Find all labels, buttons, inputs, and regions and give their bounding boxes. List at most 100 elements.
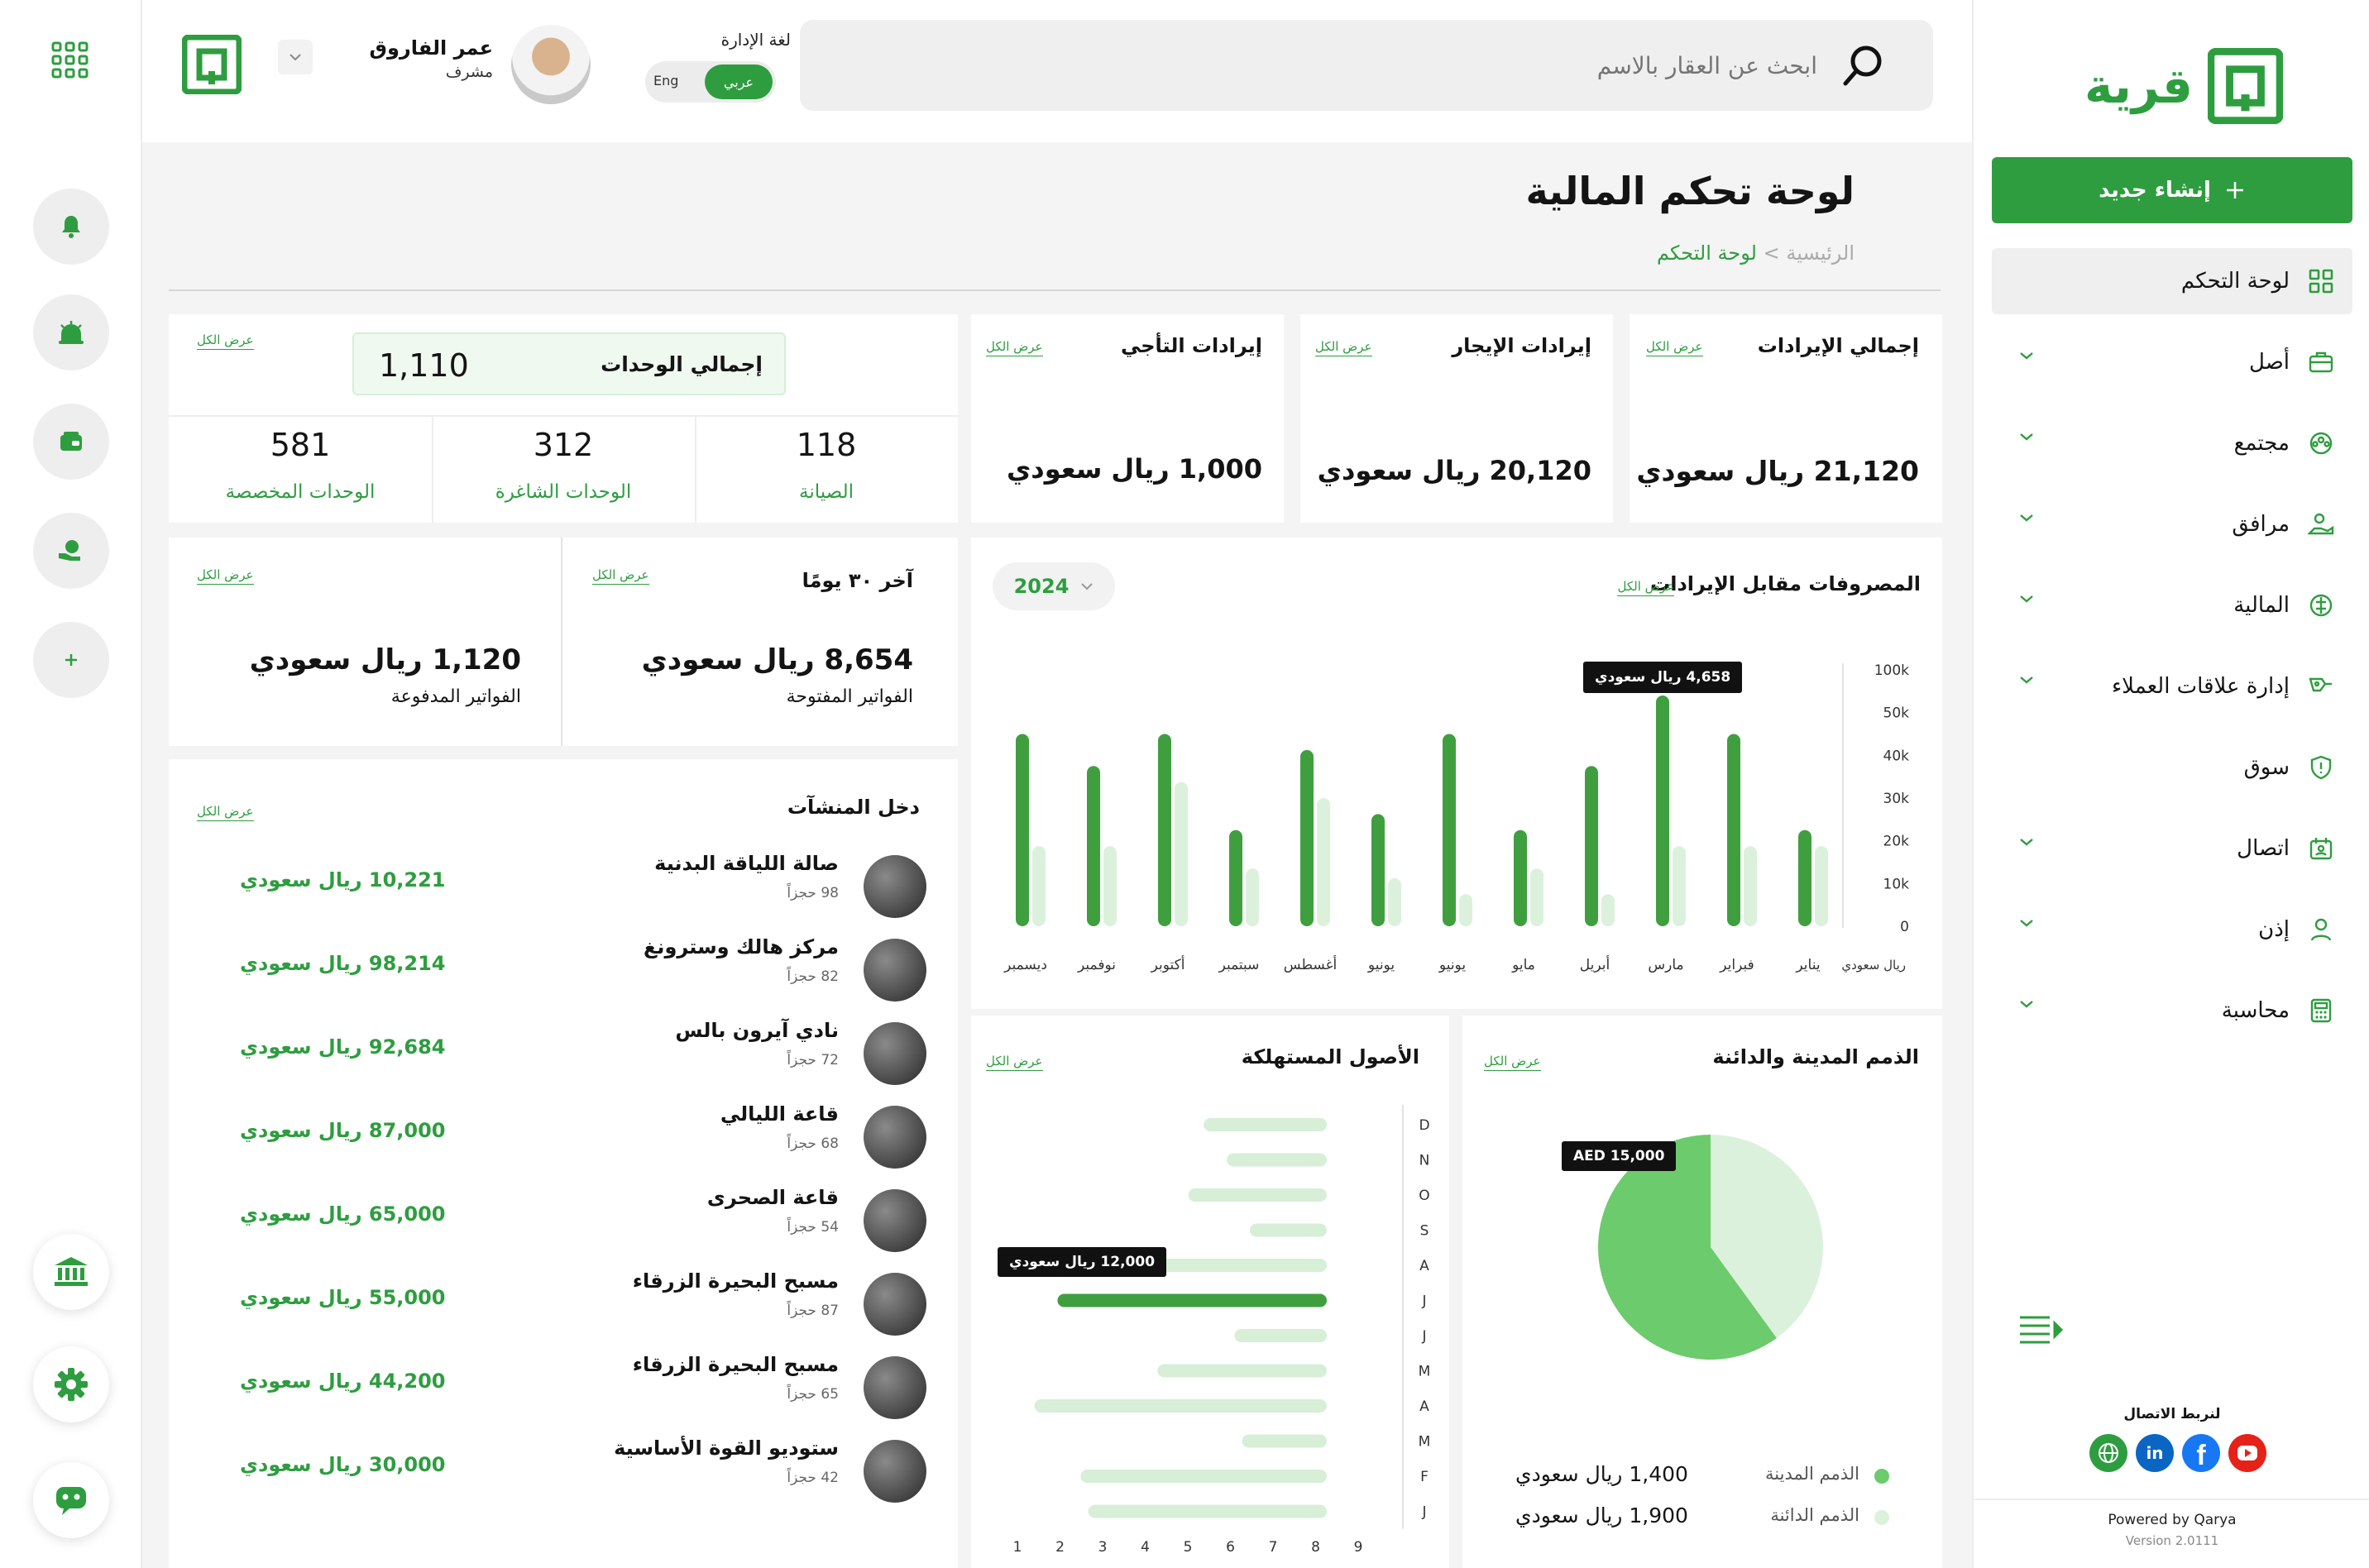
settings-gear-icon[interactable] [33, 1346, 109, 1422]
sidebar-item-market[interactable]: سوق [1992, 734, 2352, 801]
sidebar-item-permission[interactable]: إذن [1992, 896, 2352, 963]
bar-revenue[interactable] [1530, 868, 1543, 926]
bar-revenue[interactable] [1246, 868, 1259, 926]
lang-en-option[interactable]: Eng [653, 73, 679, 88]
bar-revenue[interactable] [1815, 846, 1828, 926]
facility-row[interactable]: صالة اللياقة البدنية 98 حجزاً 10,221 ريال … [169, 842, 958, 925]
asset-bar[interactable] [1227, 1153, 1327, 1167]
bar-expense[interactable] [1514, 829, 1527, 926]
asset-bar[interactable] [1088, 1504, 1327, 1518]
asset-bar[interactable] [1034, 1399, 1327, 1413]
facebook-icon[interactable]: f [2182, 1434, 2220, 1472]
user-avatar[interactable] [511, 25, 591, 104]
create-new-button[interactable]: إنشاء جديد [1992, 157, 2352, 223]
wallet-icon[interactable] [33, 404, 109, 480]
bar-revenue[interactable] [1388, 877, 1401, 926]
search-input[interactable] [1073, 45, 1817, 86]
facility-row[interactable]: مسبح البحيرة الزرقاء 87 حجزاً 55,000 ريال … [169, 1260, 958, 1342]
asset-bar[interactable] [1157, 1364, 1327, 1378]
bar-revenue[interactable] [1317, 798, 1330, 926]
facility-row[interactable]: مسبح البحيرة الزرقاء 65 حجزاً 44,200 ريال … [169, 1343, 958, 1426]
bar-expense[interactable] [1016, 734, 1029, 927]
y-tick-label: 30k [1883, 791, 1910, 807]
sidebar-item-asset[interactable]: أصل [1992, 329, 2352, 395]
alarm-icon[interactable] [33, 294, 109, 370]
asset-bar[interactable] [1188, 1188, 1327, 1202]
bar-expense[interactable] [1585, 766, 1598, 926]
view-all-link[interactable]: عرض الكل [197, 332, 254, 350]
bar-expense[interactable] [1300, 749, 1314, 926]
pie-slice[interactable] [1711, 1135, 1823, 1339]
linkedin-icon[interactable]: in [2136, 1434, 2174, 1472]
brand-logo-icon[interactable] [181, 34, 242, 98]
lang-ar-option[interactable]: عربي [705, 65, 773, 99]
facility-row[interactable]: قاعة الليالي 68 حجزاً 87,000 ريال سعودي [169, 1092, 958, 1175]
x-tick-label: أكتوبر [1151, 955, 1185, 973]
sidebar-item-finance[interactable]: المالية [1992, 572, 2352, 638]
divider [432, 415, 433, 523]
asset-bar[interactable] [1204, 1118, 1327, 1131]
facility-row[interactable]: مركز هالك وسترونغ 82 حجزاً 98,214 ريال سعو… [169, 925, 958, 1008]
year-select[interactable]: 2024 [993, 562, 1115, 610]
view-all-link[interactable]: عرض الكل [986, 339, 1043, 356]
sidebar-item-crm[interactable]: إدارة علاقات العملاء [1992, 653, 2352, 719]
money-hand-icon[interactable] [33, 513, 109, 589]
facility-row[interactable]: قاعة الصحرى 54 حجزاً 65,000 ريال سعودي [169, 1176, 958, 1259]
view-all-link[interactable]: عرض الكل [1617, 579, 1674, 596]
bank-icon[interactable] [33, 1234, 109, 1310]
facility-row[interactable]: نادي آيرون بالس 72 حجزاً 92,684 ريال سعودي [169, 1009, 958, 1092]
breadcrumb-home[interactable]: الرئيسية [1786, 241, 1855, 265]
facilities-title: دخل المنشآت [787, 796, 920, 819]
total-units-label: إجمالي الوحدات [601, 352, 763, 376]
bar-revenue[interactable] [1744, 846, 1757, 926]
left-rail [0, 0, 142, 1568]
sidebar-item-contact[interactable]: اتصال [1992, 815, 2352, 882]
bar-expense[interactable] [1229, 829, 1242, 926]
view-all-link[interactable]: عرض الكل [1646, 339, 1703, 356]
bar-expense[interactable] [1158, 734, 1171, 927]
bar-expense[interactable] [1443, 734, 1456, 927]
bar-revenue[interactable] [1459, 894, 1472, 926]
breadcrumb-current[interactable]: لوحة التحكم [1656, 241, 1757, 265]
account-dropdown-toggle[interactable] [278, 40, 313, 74]
asset-bar-highlight[interactable] [1057, 1293, 1327, 1307]
bar-expense[interactable] [1656, 696, 1669, 926]
view-all-link[interactable]: عرض الكل [592, 567, 649, 585]
bar-expense[interactable] [1727, 734, 1740, 927]
sidebar-item-dashboard[interactable]: لوحة التحكم [1992, 248, 2352, 314]
sidebar-item-facilities[interactable]: مرافق [1992, 491, 2352, 557]
bar-revenue[interactable] [1175, 782, 1188, 926]
sidebar-item-community[interactable]: مجتمع [1992, 410, 2352, 476]
bar-expense[interactable] [1798, 829, 1811, 926]
asset-bar[interactable] [1080, 1470, 1327, 1483]
sidebar-item-accounting[interactable]: محاسبة [1992, 978, 2352, 1044]
add-icon[interactable] [33, 622, 109, 698]
bar-revenue[interactable] [1032, 846, 1046, 926]
bar-expense[interactable] [1371, 814, 1385, 926]
globe-icon[interactable] [2089, 1434, 2127, 1472]
bar-revenue[interactable] [1601, 894, 1615, 926]
asset-bar[interactable] [1234, 1329, 1327, 1342]
facility-row[interactable]: ستوديو القوة الأساسية 42 حجزاً 30,000 ريال… [169, 1427, 958, 1509]
view-all-link[interactable]: عرض الكل [1484, 1054, 1541, 1071]
youtube-icon[interactable] [2228, 1434, 2266, 1472]
sidebar-item-label: إدارة علاقات العملاء [2111, 674, 2290, 699]
view-all-link[interactable]: عرض الكل [197, 804, 254, 821]
language-toggle[interactable]: Eng عربي [645, 61, 776, 103]
pie-slice[interactable] [1598, 1135, 1777, 1360]
asset-bar[interactable] [1242, 1434, 1327, 1448]
search-icon[interactable] [1840, 43, 1887, 89]
chatbot-icon[interactable] [33, 1462, 109, 1538]
notification-bell-icon[interactable] [33, 189, 109, 265]
view-all-link[interactable]: عرض الكل [1315, 339, 1372, 356]
view-all-link[interactable]: عرض الكل [197, 567, 254, 585]
asset-bar[interactable] [1249, 1223, 1327, 1237]
brand-logo[interactable]: قرية [2084, 46, 2283, 126]
bar-revenue[interactable] [1673, 846, 1686, 926]
bar-expense[interactable] [1087, 766, 1100, 926]
view-all-link[interactable]: عرض الكل [986, 1054, 1043, 1071]
collapse-menu-icon[interactable] [2018, 1315, 2065, 1345]
bar-revenue[interactable] [1103, 846, 1117, 926]
apps-grid-icon[interactable] [51, 41, 89, 83]
search-bar[interactable] [800, 20, 1933, 111]
